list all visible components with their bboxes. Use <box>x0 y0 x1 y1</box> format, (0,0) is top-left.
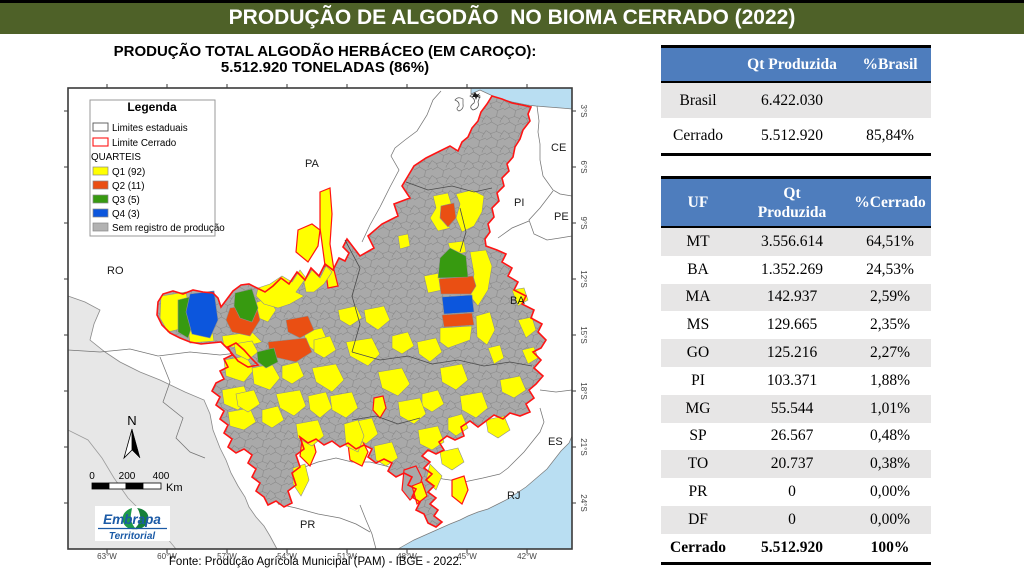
svg-text:54°W: 54°W <box>277 552 297 561</box>
svg-text:0: 0 <box>89 471 95 482</box>
svg-text:CE: CE <box>551 142 566 154</box>
svg-text:Q1 (92): Q1 (92) <box>112 167 145 178</box>
svg-text:Km: Km <box>166 482 183 494</box>
svg-text:6°S: 6°S <box>579 161 588 174</box>
svg-text:21°S: 21°S <box>579 438 588 455</box>
svg-text:200: 200 <box>119 471 136 482</box>
svg-text:BA: BA <box>510 295 525 307</box>
svg-text:Q3 (5): Q3 (5) <box>112 195 140 206</box>
svg-text:Q4 (3): Q4 (3) <box>112 209 140 220</box>
svg-text:ES: ES <box>548 436 563 448</box>
svg-text:63°W: 63°W <box>97 552 117 561</box>
svg-text:9°S: 9°S <box>579 217 588 230</box>
svg-text:400: 400 <box>153 471 170 482</box>
svg-text:QUARTEIS: QUARTEIS <box>91 152 141 163</box>
svg-text:Q2 (11): Q2 (11) <box>112 181 145 192</box>
svg-text:Limites estaduais: Limites estaduais <box>112 123 188 134</box>
svg-text:Sem registro de produção: Sem registro de produção <box>112 223 225 234</box>
svg-text:RJ: RJ <box>507 490 520 502</box>
svg-text:57°W: 57°W <box>217 552 237 561</box>
svg-text:Embrapa: Embrapa <box>103 512 161 527</box>
svg-text:Territorial: Territorial <box>109 531 156 542</box>
svg-text:12°S: 12°S <box>579 270 588 287</box>
svg-text:48°W: 48°W <box>397 552 417 561</box>
svg-text:3°S: 3°S <box>579 105 588 118</box>
svg-text:15°S: 15°S <box>579 326 588 343</box>
svg-text:PI: PI <box>514 197 524 209</box>
svg-text:PR: PR <box>300 519 315 531</box>
svg-text:RO: RO <box>107 265 124 277</box>
svg-text:60°W: 60°W <box>157 552 177 561</box>
svg-text:18°S: 18°S <box>579 382 588 399</box>
svg-text:Limite Cerrado: Limite Cerrado <box>112 138 177 149</box>
svg-text:24°S: 24°S <box>579 494 588 511</box>
svg-text:45°W: 45°W <box>457 552 477 561</box>
svg-text:Legenda: Legenda <box>127 100 177 114</box>
svg-text:42°W: 42°W <box>517 552 537 561</box>
svg-text:PA: PA <box>305 158 320 170</box>
svg-text:PE: PE <box>554 211 569 223</box>
svg-text:51°W: 51°W <box>337 552 357 561</box>
svg-text:N: N <box>127 413 136 428</box>
